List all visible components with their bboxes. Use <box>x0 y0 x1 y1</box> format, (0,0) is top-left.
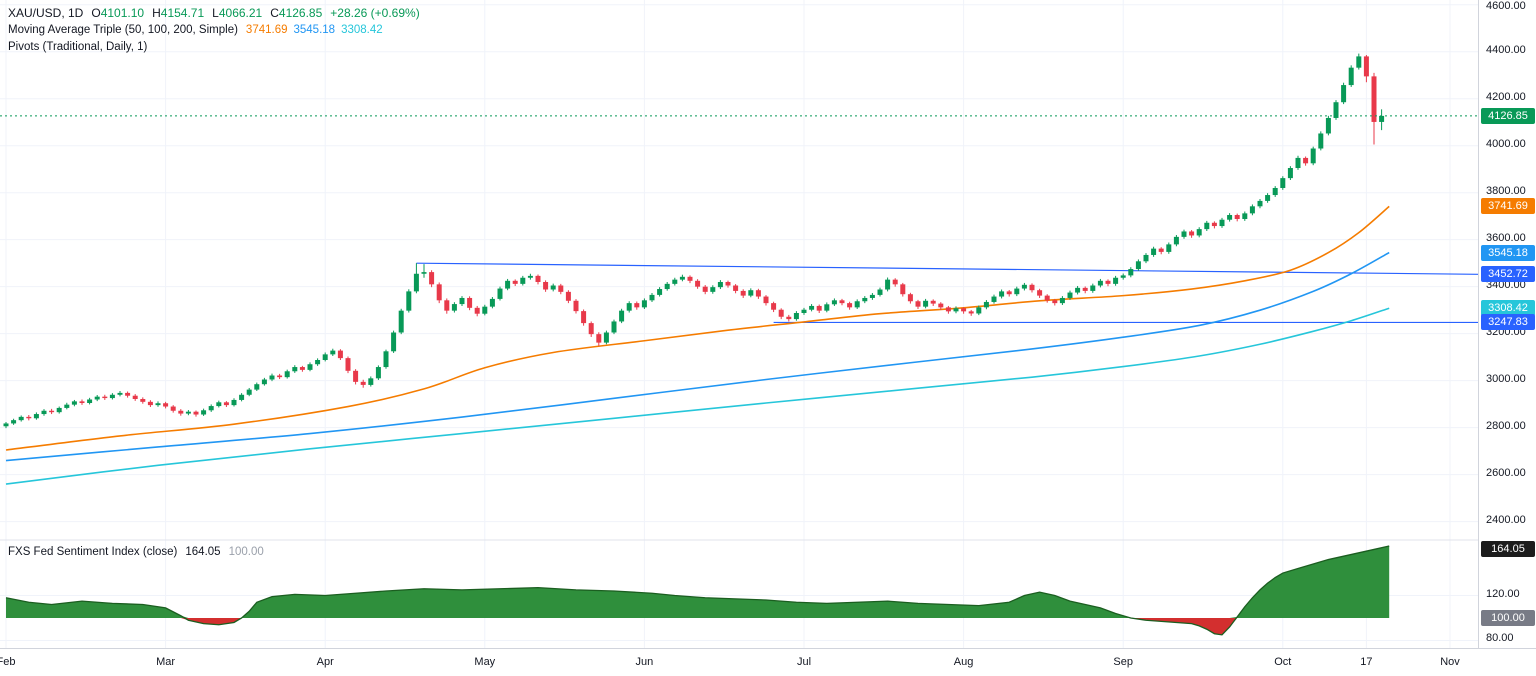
pivots-indicator-row[interactable]: Pivots (Traditional, Daily, 1) <box>8 39 420 56</box>
time-label-Jul: Jul <box>796 656 812 668</box>
sentiment-badge-164.05: 164.05 <box>1481 541 1535 557</box>
time-label-Oct: Oct <box>1274 656 1292 668</box>
low-label: L <box>212 6 219 20</box>
price-chart-canvas[interactable] <box>0 0 1478 648</box>
ma200-value: 3308.42 <box>341 24 383 36</box>
change-value: +28.26 (+0.69%) <box>330 6 420 20</box>
time-label-Feb: Feb <box>0 656 16 668</box>
high-value: 4154.71 <box>160 6 205 20</box>
price-badge-3741.69: 3741.69 <box>1481 198 1535 215</box>
close-label: C <box>270 6 279 20</box>
price-badge-3545.18: 3545.18 <box>1481 244 1535 261</box>
price-badge-3308.42: 3308.42 <box>1481 300 1535 317</box>
price-axis[interactable]: 4600.00 4400.00 4200.00 4000.00 3800.00 3600.… <box>1478 0 1536 648</box>
time-label-Mar: Mar <box>156 656 176 668</box>
time-label-Aug: Aug <box>953 656 974 668</box>
time-label-17: 17 <box>1360 656 1373 668</box>
time-label-Nov: Nov <box>1440 656 1460 668</box>
price-tick-3600: 3600.00 <box>1486 231 1526 244</box>
price-tick-3000: 3000.00 <box>1486 372 1526 385</box>
open-value: 4101.10 <box>100 6 145 20</box>
high-label: H <box>152 6 161 20</box>
price-badge-3452.72: 3452.72 <box>1481 266 1535 283</box>
price-tick-2400: 2400.00 <box>1486 513 1526 526</box>
sentiment-badge-100.00: 100.00 <box>1481 609 1535 626</box>
price-tick-2600: 2600.00 <box>1486 466 1526 479</box>
time-axis[interactable]: Feb Mar Apr May Jun Jul Aug Sep Oct 17 Nov <box>0 648 1536 676</box>
ma50-value: 3741.69 <box>245 24 288 36</box>
ma-indicator-row[interactable]: Moving Average Triple (50, 100, 200, Sim… <box>8 22 420 39</box>
symbol-title[interactable]: XAU/USD, 1D <box>8 6 84 20</box>
main-pane-legend: XAU/USD, 1D O 4101.10 H 4154.71 L 4066.21 C… <box>8 5 420 56</box>
time-label-Jun: Jun <box>635 656 654 668</box>
price-tick-4600: 4600.00 <box>1486 0 1526 12</box>
close-value: 4126.85 <box>278 6 323 20</box>
price-badge-3247.83: 3247.83 <box>1481 314 1535 331</box>
price-badge-4126.85: 4126.85 <box>1481 107 1535 124</box>
sentiment-pane-legend: FXS Fed Sentiment Index (close) 164.05 1… <box>8 544 264 561</box>
pivots-indicator-title[interactable]: Pivots (Traditional, Daily, 1) <box>8 41 148 53</box>
price-tick-4200: 4200.00 <box>1486 90 1526 103</box>
sentiment-indicator-title[interactable]: FXS Fed Sentiment Index (close) <box>8 546 178 558</box>
sentiment-baseline-value: 100.00 <box>228 546 264 558</box>
time-label-Sep: Sep <box>1113 656 1133 668</box>
ma-indicator-title[interactable]: Moving Average Triple (50, 100, 200, Sim… <box>8 24 238 36</box>
price-tick-3800: 3800.00 <box>1486 184 1526 197</box>
price-tick-2800: 2800.00 <box>1486 419 1526 432</box>
ma100-value: 3545.18 <box>293 24 336 36</box>
sentiment-tick-80: 80.00 <box>1486 632 1514 645</box>
time-label-May: May <box>474 656 496 668</box>
low-value: 4066.21 <box>218 6 263 20</box>
open-label: O <box>91 6 101 20</box>
price-tick-4400: 4400.00 <box>1486 43 1526 56</box>
sentiment-indicator-row[interactable]: FXS Fed Sentiment Index (close) 164.05 1… <box>8 544 264 561</box>
time-label-Apr: Apr <box>316 656 334 668</box>
symbol-legend-row[interactable]: XAU/USD, 1D O 4101.10 H 4154.71 L 4066.21 C… <box>8 5 420 22</box>
sentiment-tick-120: 120.00 <box>1486 587 1520 600</box>
price-tick-4000: 4000.00 <box>1486 137 1526 150</box>
sentiment-value: 164.05 <box>185 546 221 558</box>
